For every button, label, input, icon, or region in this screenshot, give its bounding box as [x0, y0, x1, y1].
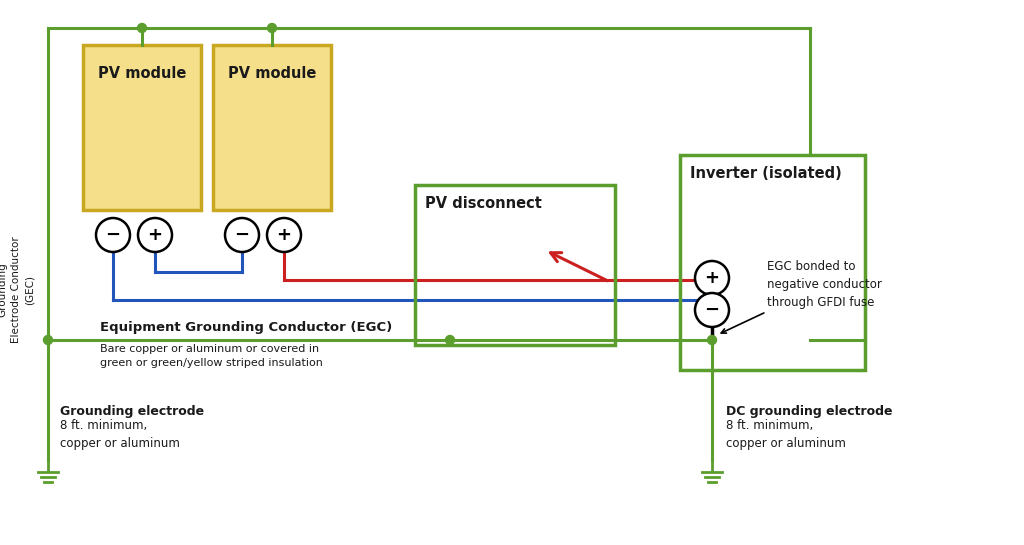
- Text: DC grounding electrode: DC grounding electrode: [726, 405, 893, 418]
- Circle shape: [695, 261, 729, 295]
- Text: EGC bonded to
negative conductor
through GFDI fuse: EGC bonded to negative conductor through…: [721, 260, 882, 333]
- Text: Grounding electrode: Grounding electrode: [60, 405, 204, 418]
- Text: Grounding
Electrode Conductor
(GEC): Grounding Electrode Conductor (GEC): [0, 237, 34, 343]
- Circle shape: [267, 23, 276, 33]
- Text: −: −: [105, 226, 121, 244]
- Circle shape: [445, 336, 455, 344]
- Bar: [213, 45, 331, 210]
- Text: +: +: [276, 226, 292, 244]
- Text: −: −: [234, 226, 250, 244]
- Bar: [415, 185, 615, 345]
- Text: Inverter (isolated): Inverter (isolated): [690, 166, 842, 180]
- Circle shape: [137, 23, 146, 33]
- Bar: [83, 45, 201, 210]
- Circle shape: [96, 218, 130, 252]
- Circle shape: [138, 218, 172, 252]
- Circle shape: [267, 218, 301, 252]
- Text: PV disconnect: PV disconnect: [425, 196, 542, 210]
- Text: +: +: [705, 269, 720, 287]
- Text: +: +: [147, 226, 163, 244]
- Text: PV module: PV module: [98, 65, 186, 81]
- Text: 8 ft. minimum,
copper or aluminum: 8 ft. minimum, copper or aluminum: [726, 419, 846, 450]
- Text: −: −: [705, 301, 720, 319]
- Circle shape: [695, 293, 729, 327]
- Text: 8 ft. minimum,
copper or aluminum: 8 ft. minimum, copper or aluminum: [60, 419, 180, 450]
- Circle shape: [225, 218, 259, 252]
- Text: Equipment Grounding Conductor (EGC): Equipment Grounding Conductor (EGC): [100, 321, 392, 334]
- Text: PV module: PV module: [227, 65, 316, 81]
- Bar: [680, 155, 865, 370]
- Circle shape: [708, 336, 717, 344]
- Text: Bare copper or aluminum or covered in
green or green/yellow striped insulation: Bare copper or aluminum or covered in gr…: [100, 344, 323, 368]
- Circle shape: [43, 336, 52, 344]
